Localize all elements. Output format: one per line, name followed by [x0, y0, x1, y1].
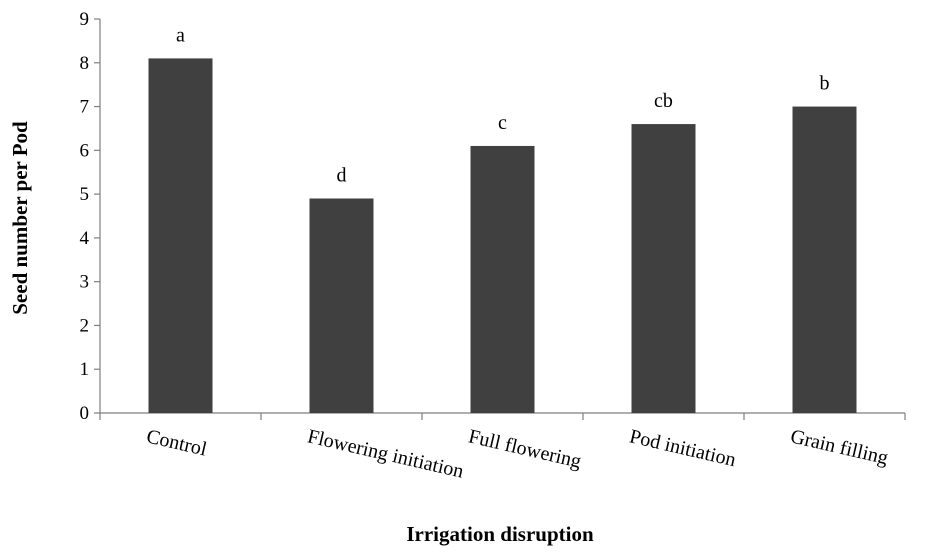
- y-tick-label: 7: [80, 97, 90, 118]
- y-tick-label: 6: [80, 140, 90, 161]
- y-tick-label: 8: [80, 53, 90, 74]
- category-label: Control: [144, 425, 209, 460]
- bar: [470, 145, 535, 413]
- bar: [792, 106, 857, 414]
- bar: [309, 198, 374, 413]
- y-tick-label: 3: [80, 272, 90, 293]
- y-tick-label: 0: [80, 403, 90, 424]
- y-tick-label: 9: [80, 9, 90, 30]
- y-tick-label: 2: [80, 315, 90, 336]
- category-label: Flowering initiation: [305, 425, 465, 482]
- significance-letter: d: [337, 164, 347, 186]
- category-label: Pod initiation: [627, 425, 738, 471]
- significance-letter: c: [498, 112, 507, 134]
- significance-letter: b: [820, 73, 830, 95]
- y-axis: 0 1 2 3 4 5 6 7 8 9: [80, 9, 101, 424]
- bars: [148, 58, 857, 414]
- bar: [148, 58, 213, 414]
- y-tick-label: 1: [80, 359, 90, 380]
- y-tick-label: 4: [80, 228, 90, 249]
- y-axis-title: Seed number per Pod: [8, 121, 32, 315]
- y-tick-label: 5: [80, 184, 90, 205]
- significance-letters: a d c cb b: [176, 24, 829, 186]
- category-label: Grain filling: [788, 425, 890, 469]
- category-labels: Control Flowering initiation Full flowerin…: [144, 425, 890, 482]
- significance-letter: a: [176, 24, 185, 46]
- significance-letter: cb: [654, 90, 673, 112]
- x-axis: [99, 412, 906, 420]
- category-label: Full flowering: [466, 425, 583, 472]
- x-axis-title: Irrigation disruption: [406, 522, 594, 546]
- bar: [631, 124, 696, 414]
